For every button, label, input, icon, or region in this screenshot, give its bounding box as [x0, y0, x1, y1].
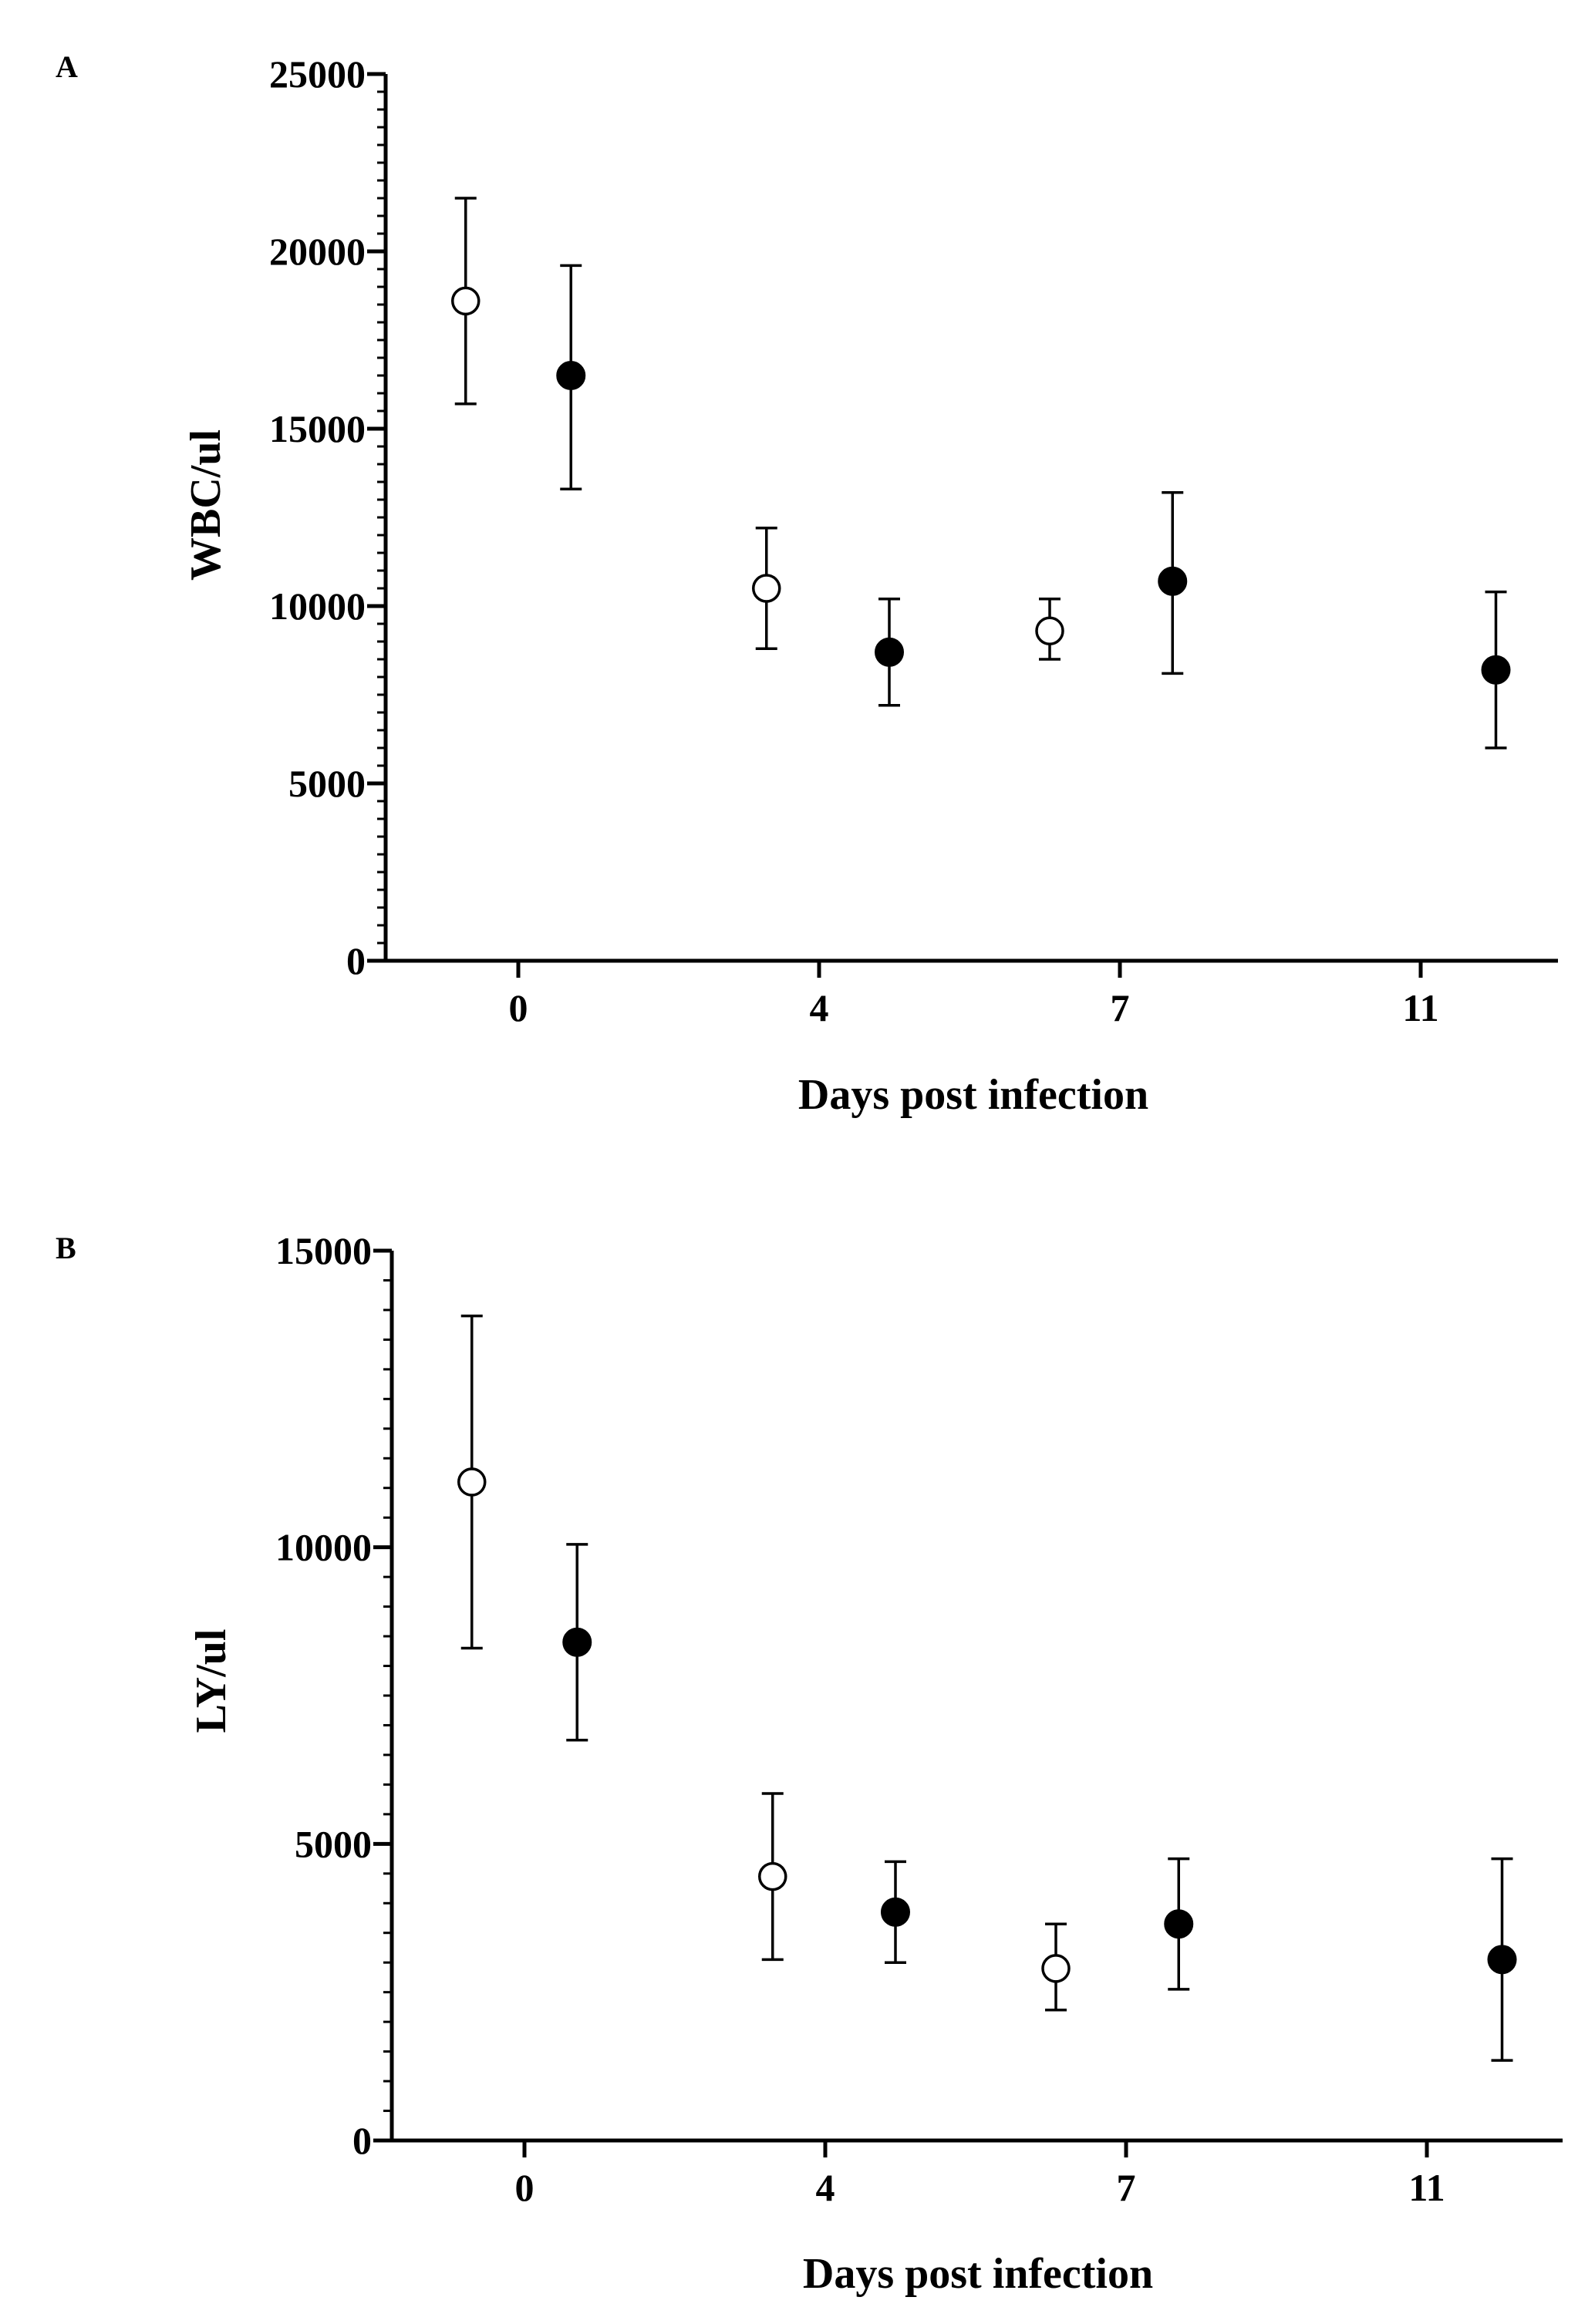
panel-a-y-tick-label: 0: [346, 939, 366, 982]
panel-b-y-tick-label: 5000: [295, 1822, 372, 1865]
panel-b-point-filled: [1487, 1945, 1517, 1975]
panel-b-point-filled: [1164, 1909, 1194, 1939]
panel-b-y-tick-label: 0: [352, 2119, 372, 2162]
panel-a-point-open: [1035, 616, 1064, 645]
panel-b-point-filled: [562, 1627, 592, 1657]
panel-a-point-open: [752, 574, 781, 603]
panel-a-point-open: [451, 286, 481, 316]
panel-a-x-tick-label: 7: [1111, 986, 1130, 1029]
panel-b-point-open: [1041, 1954, 1071, 1983]
panel-a-y-tick-label: 10000: [269, 584, 366, 628]
panel-a-point-filled: [1481, 655, 1511, 685]
panel-a-y-tick-label: 15000: [269, 407, 366, 450]
panel-a-x-tick-label: 4: [810, 986, 829, 1029]
panel-b-point-open: [758, 1861, 787, 1891]
panel-a-y-tick-label: 25000: [269, 52, 366, 96]
panel-a-x-axis-label: Days post infection: [798, 1071, 1148, 1119]
panel-a-y-tick-label: 5000: [288, 762, 366, 805]
panel-b: B LY/ul Days post infection 0 5000 10000…: [56, 1229, 1563, 2298]
panel-b-y-tick-label: 10000: [275, 1526, 372, 1569]
panel-a-y-axis-label: WBC/ul: [182, 429, 230, 581]
panel-a-y-tick-label: 20000: [269, 230, 366, 273]
panel-a-x-tick-label: 0: [509, 986, 528, 1029]
panel-a-point-filled: [556, 361, 586, 390]
panel-a-point-filled: [875, 637, 904, 667]
panel-b-point-open: [457, 1467, 487, 1497]
panel-b-point-filled: [881, 1897, 910, 1927]
panel-b-x-tick-label: 4: [816, 2166, 835, 2209]
panel-a-point-filled: [1158, 566, 1188, 596]
panel-b-x-tick-label: 11: [1408, 2166, 1445, 2209]
panel-b-label: B: [56, 1231, 76, 1265]
panel-b-y-axis-label: LY/ul: [187, 1629, 235, 1733]
panel-a-x-tick-label: 11: [1402, 986, 1438, 1029]
panel-b-x-axis-label: Days post infection: [803, 2250, 1153, 2298]
panel-b-y-tick-label: 15000: [275, 1229, 372, 1272]
panel-a-label: A: [56, 49, 78, 84]
panel-b-x-tick-label: 7: [1117, 2166, 1136, 2209]
panel-b-x-tick-label: 0: [515, 2166, 534, 2209]
panel-a: A WBC/ul Days post infection 0 5000 1000…: [56, 49, 1558, 1119]
